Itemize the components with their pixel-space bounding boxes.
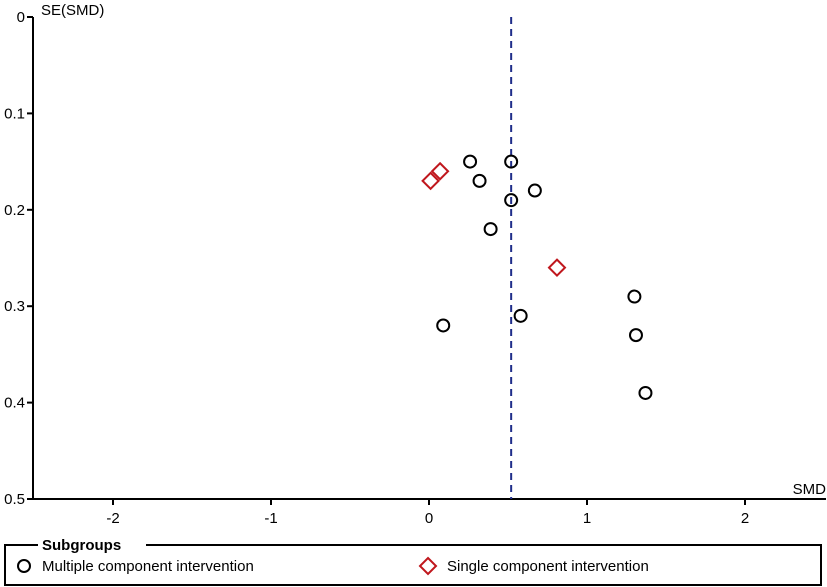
y-tick-label: 0 [17, 9, 25, 26]
legend-diamond-marker [418, 556, 438, 576]
x-axis-title: SMD [793, 481, 827, 498]
legend-box [4, 544, 822, 586]
x-tick-label: -2 [106, 510, 119, 527]
data-point-circle-marker [436, 318, 451, 333]
data-point-circle-marker [472, 173, 487, 188]
y-tick-label: 0.1 [4, 105, 25, 122]
y-ticks: 0 0.1 0.2 0.3 0.4 0.5 [4, 9, 33, 508]
y-tick-label: 0.2 [4, 202, 25, 219]
data-point-circle-marker [463, 154, 478, 169]
legend-entries: Multiple component intervention Single co… [17, 556, 649, 576]
y-axis-title: SE(SMD) [41, 2, 104, 19]
data-point-circle-marker [513, 308, 528, 323]
legend-title-backdrop [38, 538, 146, 554]
y-tick-label: 0.3 [4, 298, 25, 315]
x-ticks: -2 -1 0 1 2 [106, 499, 749, 527]
data-point-circle-marker [504, 193, 519, 208]
axes: SE(SMD) SMD [32, 2, 827, 500]
legend-circle-marker [17, 559, 31, 573]
x-tick-label: 1 [583, 510, 591, 527]
x-tick-label: -1 [264, 510, 277, 527]
data-point-diamond-marker [421, 171, 440, 191]
data-point-diamond-marker [430, 161, 450, 181]
data-point-circle-marker [627, 289, 642, 304]
legend-label: Single component intervention [447, 558, 649, 575]
legend-label: Multiple component intervention [42, 558, 254, 575]
data-point-circle-marker [504, 154, 519, 169]
data-point-circle-marker [638, 385, 653, 400]
y-tick-label: 0.5 [4, 491, 25, 508]
data-point-circle-marker [527, 183, 542, 198]
x-tick-label: 0 [425, 510, 433, 527]
data-points [421, 154, 653, 400]
y-tick-label: 0.4 [4, 395, 25, 412]
x-tick-label: 2 [741, 510, 749, 527]
data-point-diamond-marker [547, 258, 567, 278]
data-point-circle-marker [628, 328, 643, 343]
legend: Subgroups Multiple component interventio… [4, 537, 822, 586]
legend-title: Subgroups [42, 537, 121, 554]
data-point-circle-marker [483, 222, 498, 237]
